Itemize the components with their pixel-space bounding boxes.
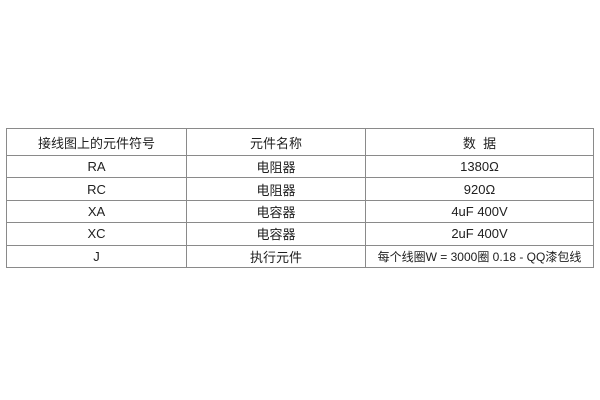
- table-header-row: 接线图上的元件符号 元件名称 数 据: [6, 128, 594, 156]
- cell-data: 1380Ω: [365, 154, 594, 179]
- table-row: XA 电容器 4uF 400V: [6, 199, 594, 224]
- cell-name: 电容器: [186, 199, 366, 224]
- table-row: J 执行元件 每个线圈W = 3000圈 0.18 - QQ漆包线: [6, 244, 594, 269]
- cell-symbol: RA: [6, 154, 187, 179]
- header-cell-data: 数 据: [365, 128, 594, 156]
- table-row: XC 电容器 2uF 400V: [6, 222, 594, 246]
- cell-data: 4uF 400V: [365, 199, 594, 224]
- cell-symbol: XC: [6, 222, 187, 246]
- cell-symbol: XA: [6, 199, 187, 224]
- cell-data: 每个线圈W = 3000圈 0.18 - QQ漆包线: [365, 244, 594, 269]
- header-cell-name: 元件名称: [186, 128, 366, 156]
- cell-data: 920Ω: [365, 177, 594, 201]
- cell-symbol: RC: [6, 177, 187, 201]
- cell-symbol: J: [6, 244, 187, 269]
- header-cell-symbol: 接线图上的元件符号: [6, 128, 187, 156]
- cell-data: 2uF 400V: [365, 222, 594, 246]
- component-spec-table: 接线图上的元件符号 元件名称 数 据 RA 电阻器 1380Ω RC 电阻器 9…: [6, 128, 594, 269]
- table-row: RA 电阻器 1380Ω: [6, 154, 594, 179]
- table-row: RC 电阻器 920Ω: [6, 177, 594, 201]
- cell-name: 电阻器: [186, 154, 366, 179]
- cell-name: 电阻器: [186, 177, 366, 201]
- cell-name: 电容器: [186, 222, 366, 246]
- cell-name: 执行元件: [186, 244, 366, 269]
